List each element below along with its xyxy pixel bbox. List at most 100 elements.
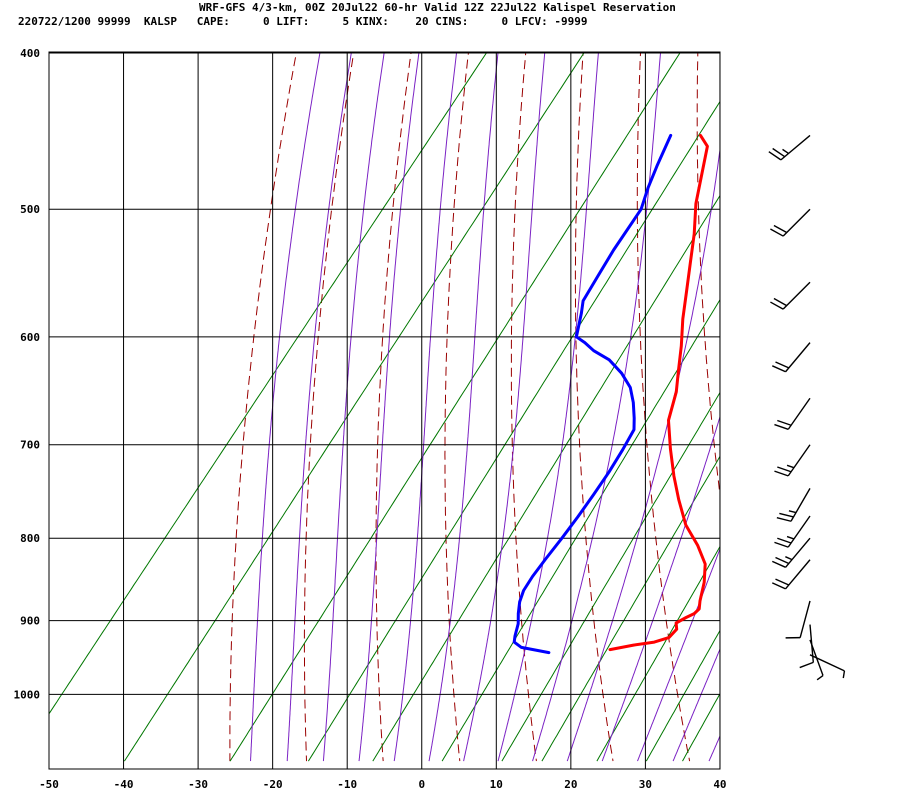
wind-barb-feather bbox=[771, 365, 786, 373]
wind-barb-staff bbox=[782, 208, 811, 237]
y-tick-label: 1000 bbox=[14, 688, 41, 701]
wind-barb bbox=[771, 559, 811, 590]
wind-barb bbox=[768, 134, 811, 161]
mixing-ratio-line bbox=[501, 391, 720, 762]
moist-adiabat-line bbox=[745, 0, 900, 761]
moist-adiabat-line bbox=[782, 0, 900, 761]
wind-barb-feather bbox=[816, 674, 824, 681]
wind-barb-feather bbox=[842, 670, 846, 679]
wind-barb-staff bbox=[787, 444, 811, 477]
moist-adiabat-line bbox=[601, 415, 720, 762]
wind-barb-feather bbox=[777, 419, 792, 426]
x-tick-label: -20 bbox=[263, 778, 283, 791]
mixing-ratio-line bbox=[49, 52, 488, 715]
x-tick-label: -40 bbox=[114, 778, 134, 791]
wind-barb bbox=[770, 208, 811, 237]
moist-adiabat-line bbox=[463, 52, 546, 762]
chart-header-title: WRF-GFS 4/3-km, 00Z 20Jul22 60-hr Valid … bbox=[199, 1, 676, 14]
y-tick-label: 800 bbox=[20, 532, 40, 545]
dry-adiabat-line bbox=[696, 52, 720, 499]
wind-barb-staff bbox=[785, 559, 811, 590]
x-tick-label: 40 bbox=[713, 778, 726, 791]
x-tick-label: 0 bbox=[418, 778, 425, 791]
wind-barb-feather bbox=[779, 512, 794, 518]
y-tick-label: 600 bbox=[20, 331, 40, 344]
chart-header-indices: 220722/1200 99999 KALSP CAPE: 0 LIFT: 5 … bbox=[18, 15, 588, 28]
wind-barb-feather bbox=[771, 560, 786, 568]
dewpoint-trace bbox=[512, 133, 673, 655]
mixing-ratio-line bbox=[541, 455, 720, 762]
wind-barb bbox=[771, 537, 811, 568]
wind-barb-feather bbox=[786, 464, 795, 469]
y-axis-ticks: 400 500 600 700 800 900 1000 bbox=[14, 47, 41, 701]
wind-barb bbox=[771, 342, 811, 373]
wind-barb bbox=[785, 600, 811, 639]
y-tick-label: 500 bbox=[20, 203, 40, 216]
mixing-ratio-line bbox=[441, 298, 720, 762]
dry-adiabat-line bbox=[229, 52, 297, 762]
dry-adiabat-line bbox=[574, 52, 614, 762]
wind-barb-staff bbox=[780, 134, 811, 161]
grid bbox=[48, 51, 721, 770]
wind-barb-feather bbox=[776, 517, 792, 522]
wind-barb-staff bbox=[790, 487, 811, 522]
wind-barb-feather bbox=[772, 147, 786, 158]
wind-barb-feather bbox=[775, 556, 790, 565]
dry-adiabat-line bbox=[375, 52, 412, 762]
x-tick-label: 10 bbox=[490, 778, 503, 791]
wind-barbs bbox=[768, 134, 846, 681]
wind-barb-feather bbox=[782, 148, 789, 155]
wind-barb-staff bbox=[787, 397, 811, 430]
moist-adiabat-line bbox=[566, 146, 720, 762]
wind-barb-staff bbox=[787, 515, 811, 548]
moist-adiabat-line bbox=[322, 52, 385, 762]
y-tick-label: 700 bbox=[20, 439, 40, 452]
wind-barb-feather bbox=[775, 361, 790, 369]
wind-barb-feather bbox=[785, 556, 793, 561]
mixing-ratio-line bbox=[596, 545, 720, 762]
moist-adiabat-line bbox=[708, 734, 720, 762]
wind-barb-feather bbox=[774, 470, 789, 477]
x-tick-label: -30 bbox=[188, 778, 208, 791]
wind-barb-feather bbox=[773, 224, 788, 234]
mixing-ratio-line bbox=[645, 629, 720, 762]
wind-barb-feather bbox=[774, 541, 789, 548]
dry-adiabat-line bbox=[866, 0, 900, 761]
x-tick-label: -50 bbox=[39, 778, 59, 791]
moist-adiabat-line bbox=[250, 52, 321, 762]
wind-barb bbox=[774, 444, 811, 477]
temperature-trace bbox=[608, 133, 709, 652]
wind-barb bbox=[809, 654, 846, 679]
mixing-ratio-line bbox=[764, 0, 900, 761]
wind-barb-feather bbox=[775, 578, 790, 586]
moist-adiabat-line bbox=[497, 52, 599, 762]
wind-barb-feather bbox=[773, 297, 788, 307]
moist-adiabat-line bbox=[637, 547, 720, 762]
wind-barb bbox=[770, 281, 811, 310]
wind-barb-feather bbox=[768, 151, 782, 161]
mixing-ratio-line bbox=[682, 692, 720, 762]
wind-barb bbox=[774, 515, 811, 548]
wind-barb-feather bbox=[777, 466, 792, 473]
wind-barb-staff bbox=[782, 281, 811, 310]
dry-adiabat-line bbox=[755, 0, 843, 761]
wind-barb-staff bbox=[809, 654, 845, 672]
wind-barb-feather bbox=[771, 582, 786, 590]
wind-barb-feather bbox=[774, 423, 789, 431]
wind-barb-staff bbox=[785, 342, 811, 373]
wind-barb-feather bbox=[777, 537, 792, 544]
mixing-ratio-line bbox=[372, 194, 720, 762]
x-tick-label: -10 bbox=[337, 778, 357, 791]
wind-barb-staff bbox=[785, 537, 811, 568]
thermo-background bbox=[49, 0, 900, 762]
wind-barb-feather bbox=[788, 510, 797, 514]
x-tick-label: 20 bbox=[564, 778, 577, 791]
dry-adiabat-line bbox=[811, 0, 900, 761]
x-axis-ticks: -50 -40 -30 -20 -10 0 10 20 30 40 bbox=[39, 778, 727, 791]
moist-adiabat-line bbox=[818, 0, 900, 761]
wind-barb bbox=[776, 487, 811, 522]
moist-adiabat-line bbox=[358, 52, 420, 762]
wind-barb-staff bbox=[799, 600, 811, 638]
wind-barb-feather bbox=[799, 661, 814, 669]
